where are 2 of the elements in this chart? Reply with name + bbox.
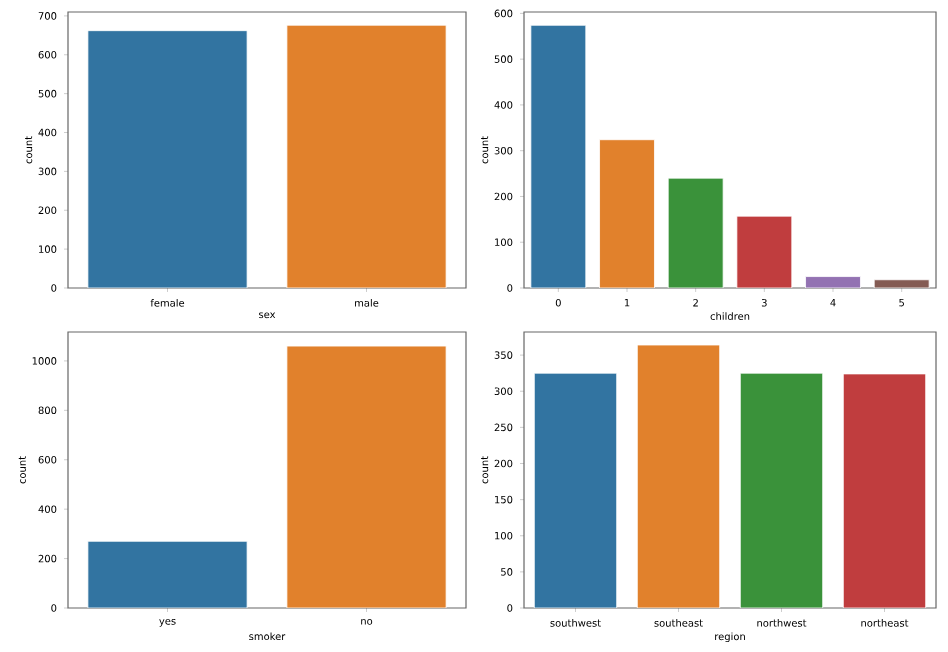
bar [599,139,655,288]
bar [805,276,861,288]
